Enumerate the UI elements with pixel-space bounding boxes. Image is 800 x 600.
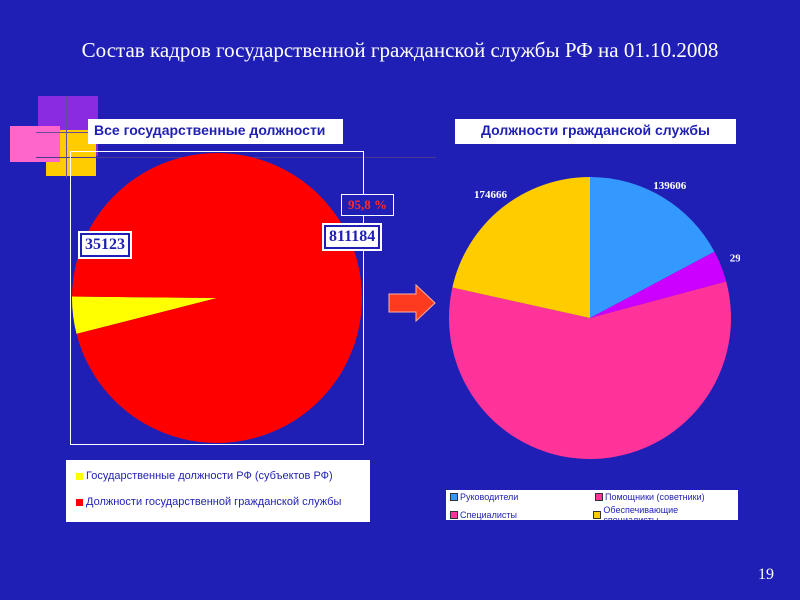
left-pie-chart [72, 152, 362, 443]
right-legend-label-3: Обеспечивающие специалисты [603, 505, 679, 525]
left-legend-item-1: Должности государственной гражданской сл… [76, 496, 360, 508]
arrow-right-icon [388, 284, 436, 322]
right-legend-swatch-2 [450, 511, 458, 519]
left-legend-swatch-0 [76, 472, 83, 480]
right-pie-value-label-2: 467515 [577, 466, 611, 468]
left-pie-slice-0 [72, 296, 217, 334]
right-legend-swatch-3 [593, 511, 602, 519]
left-legend: Государственные должности РФ (субъектов … [66, 460, 370, 522]
right-legend-item-0: Руководители [450, 492, 595, 502]
decor-vline-1 [66, 96, 67, 178]
left-legend-swatch-1 [76, 498, 83, 506]
right-pie-chart: 139606 29397 467515 174666 [449, 177, 740, 468]
right-legend-label-2: Специалисты [460, 510, 517, 520]
page-number: 19 [758, 566, 774, 583]
right-legend-label-1: Помощники (советники) [605, 492, 705, 502]
right-legend-item-2: Специалисты [450, 505, 593, 525]
slide-title: Состав кадров государственной гражданско… [81, 38, 719, 62]
right-pie-slice-0 [590, 177, 715, 318]
left-value-label-0: 35123 [80, 233, 130, 257]
right-pie-slice-3 [452, 177, 590, 318]
right-legend-label-0: Руководители [460, 492, 519, 502]
right-legend-swatch-1 [595, 493, 603, 501]
right-legend: Руководители Помощники (советники) Специ… [446, 490, 738, 525]
left-value-label-1: 811184 [324, 225, 381, 249]
right-panel-header: Должности гражданской службы [455, 119, 736, 144]
right-pie-value-label-3: 174666 [474, 189, 508, 201]
right-pie-value-label-0: 139606 [653, 180, 687, 192]
right-legend-row-1: Специалисты Обеспечивающие специалисты [450, 505, 734, 525]
right-legend-item-3: Обеспечивающие специалисты [593, 505, 734, 525]
right-pie-value-label-1: 29397 [730, 252, 740, 264]
right-legend-item-1: Помощники (советники) [595, 492, 705, 502]
left-panel-header: Все государственные должности [88, 119, 343, 144]
decor-hline-2 [36, 132, 102, 133]
left-pie-frame [70, 151, 364, 445]
left-pie-slice-1 [72, 152, 362, 443]
right-pie-slice-2 [449, 281, 731, 459]
right-legend-swatch-0 [450, 493, 458, 501]
left-legend-label-0: Государственные должности РФ (субъектов … [86, 470, 333, 482]
left-legend-label-1: Должности государственной гражданской сл… [86, 496, 342, 508]
right-legend-row-0: Руководители Помощники (советники) [450, 492, 734, 502]
percent-annotation: 95,8 % [341, 194, 394, 216]
left-legend-item-0: Государственные должности РФ (субъектов … [76, 470, 360, 482]
right-pie-slice-1 [590, 251, 727, 318]
